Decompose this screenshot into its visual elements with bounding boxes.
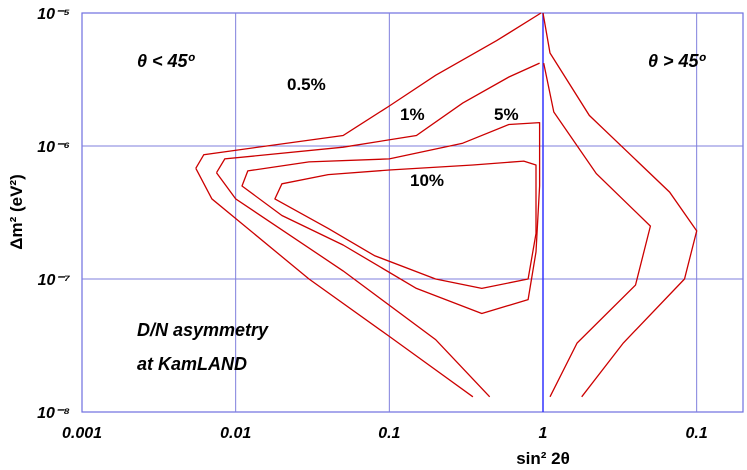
y-tick-label: 10⁻⁵ [37, 6, 70, 23]
x-axis-label: sin² 2θ [516, 449, 570, 468]
contour-0-tail [195, 167, 474, 398]
x-tick-label: 0.1 [378, 425, 400, 442]
region-label-right: θ > 45º [648, 51, 707, 71]
contour-0-right [542, 12, 698, 398]
x-tick-label: 1 [539, 425, 548, 442]
x-tick-label: 0.001 [62, 425, 102, 442]
y-tick-label: 10⁻⁸ [37, 405, 70, 422]
contour-label-10: 10% [410, 171, 444, 190]
contour-group [195, 12, 698, 398]
annotation-line-1: D/N asymmetry [137, 320, 269, 340]
y-axis-label: Δm² (eV²) [7, 174, 26, 250]
contour-label-5: 5% [494, 105, 519, 124]
x-tick-label: 0.1 [686, 425, 708, 442]
contour-1-right [543, 62, 652, 398]
x-tick-label: 0.01 [220, 425, 251, 442]
grid-lines [82, 13, 743, 412]
contour-1-tail [215, 172, 491, 398]
contour-2 [241, 121, 541, 315]
y-tick-label: 10⁻⁷ [38, 272, 71, 289]
contour-3 [274, 160, 537, 290]
plot-frame [81, 12, 744, 413]
y-tick-label: 10⁻⁶ [37, 139, 70, 156]
contour-1-upper [215, 62, 540, 174]
x-tick-labels: 0.001 0.01 0.1 1 0.1 [62, 425, 708, 442]
contour-label-0.5: 0.5% [287, 75, 326, 94]
annotation-line-2: at KamLAND [137, 354, 247, 374]
contour-0-upper [195, 12, 542, 169]
contour-label-1: 1% [400, 105, 425, 124]
region-label-left: θ < 45º [137, 51, 196, 71]
y-tick-labels: 10⁻⁵ 10⁻⁶ 10⁻⁷ 10⁻⁸ [37, 6, 71, 422]
